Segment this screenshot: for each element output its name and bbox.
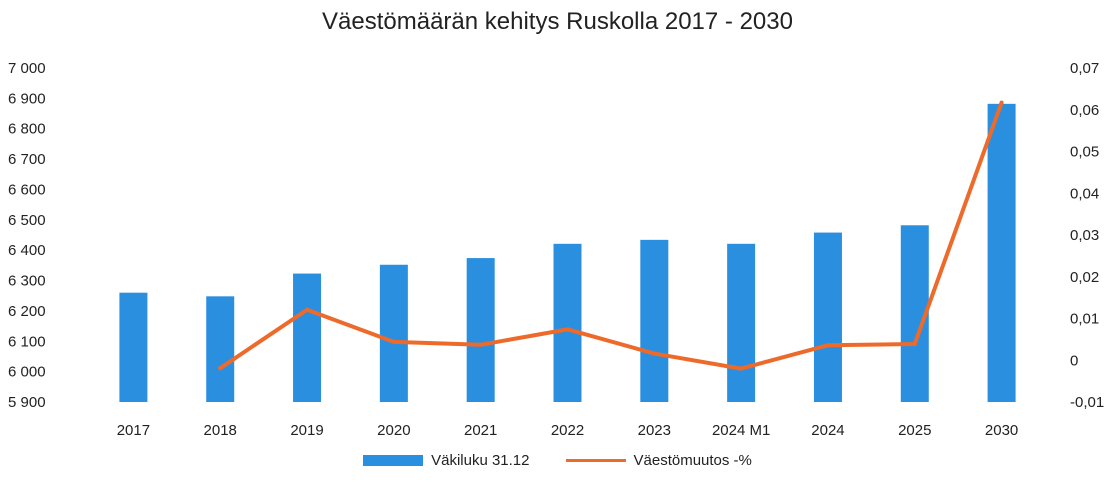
bar (640, 239, 669, 402)
y-right-tick-label: -0,01 (1070, 394, 1104, 411)
y-left-tick-label: 6 200 (8, 303, 46, 320)
line-point (565, 327, 570, 332)
y-left-tick-label: 6 800 (8, 121, 46, 138)
line-point (825, 343, 830, 348)
x-tick-label: 2018 (204, 422, 237, 439)
y-right-tick-label: 0,05 (1070, 144, 1099, 161)
x-tick-label: 2022 (551, 422, 584, 439)
y-right-tick-label: 0,04 (1070, 185, 1099, 202)
x-tick-label: 2030 (985, 422, 1018, 439)
y-right-tick-label: 0,07 (1070, 60, 1099, 77)
y-left-tick-label: 5 900 (8, 394, 46, 411)
bar (813, 232, 842, 402)
legend-label-change: Väestömuutos -% (633, 452, 752, 469)
y-left-tick-label: 6 400 (8, 242, 46, 259)
legend-item-population: Väkiluku 31.12 (363, 452, 530, 469)
y-left-tick-label: 6 700 (8, 151, 46, 168)
y-left-tick-label: 6 000 (8, 364, 46, 381)
bar (987, 103, 1016, 402)
line-series (218, 100, 1004, 371)
chart-title: Väestömäärän kehitys Ruskolla 2017 - 203… (322, 8, 793, 35)
line-point (478, 342, 483, 347)
x-tick-label: 2023 (638, 422, 671, 439)
bar (293, 273, 322, 402)
legend-item-change: Väestömuutos -% (565, 452, 752, 469)
y-left-tick-label: 7 000 (8, 60, 46, 77)
y-left-tick-label: 6 300 (8, 273, 46, 290)
line-point (218, 366, 223, 371)
bar (466, 258, 495, 402)
x-tick-label: 2019 (290, 422, 323, 439)
y-left-tick-label: 6 500 (8, 212, 46, 229)
legend-label-population: Väkiluku 31.12 (431, 452, 530, 469)
line-point (999, 100, 1004, 105)
chart-legend: Väkiluku 31.12 Väestömuutos -% (0, 452, 1115, 469)
line-point (305, 307, 310, 312)
y-left-tick-label: 6 100 (8, 333, 46, 350)
bar (727, 243, 756, 402)
line-point (912, 341, 917, 346)
x-tick-label: 2024 (811, 422, 844, 439)
bar (206, 296, 235, 402)
y-left-tick-label: 6 600 (8, 181, 46, 198)
bar (119, 292, 148, 402)
line-point (391, 339, 396, 344)
x-tick-label: 2020 (377, 422, 410, 439)
legend-swatch-bar (363, 455, 424, 466)
bar (553, 243, 582, 402)
x-tick-label: 2017 (117, 422, 150, 439)
y-right-tick-label: 0,01 (1070, 311, 1099, 328)
legend-swatch-line (565, 459, 626, 462)
x-tick-label: 2024 M1 (712, 422, 770, 439)
x-tick-label: 2025 (898, 422, 931, 439)
bar (379, 264, 408, 402)
y-right-tick-label: 0 (1070, 352, 1078, 369)
line-point (652, 351, 657, 356)
x-tick-label: 2021 (464, 422, 497, 439)
y-left-tick-label: 6 900 (8, 90, 46, 107)
y-right-tick-label: 0,02 (1070, 269, 1099, 286)
line-point (739, 366, 744, 371)
y-right-tick-label: 0,03 (1070, 227, 1099, 244)
y-right-tick-label: 0,06 (1070, 102, 1099, 119)
